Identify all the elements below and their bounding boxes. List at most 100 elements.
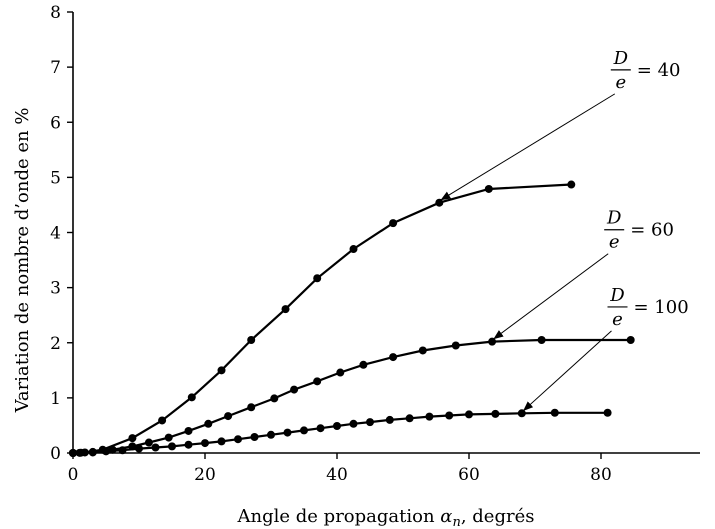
label-equals-value: = 100: [634, 297, 689, 318]
x-axis-title-symbol: α: [440, 506, 452, 527]
fraction-denominator: e: [615, 72, 626, 93]
x-tick-label: 40: [326, 465, 348, 485]
y-tick-label: 2: [50, 334, 61, 354]
x-tick-label: 20: [194, 465, 216, 485]
x-tick-label: 60: [458, 465, 480, 485]
y-tick-label: 5: [50, 168, 61, 188]
data-point: [389, 353, 398, 362]
annotation-arrow: [523, 330, 612, 411]
x-axis-title-pre: Angle de propagation: [237, 506, 441, 527]
data-point: [158, 416, 167, 425]
data-point: [333, 421, 341, 430]
data-point: [217, 437, 226, 446]
x-axis-title-subscript: n: [452, 515, 460, 529]
x-tick-label: 0: [68, 465, 79, 485]
data-point: [290, 385, 299, 394]
label-equals-value: = 40: [637, 60, 681, 81]
series-1: [69, 180, 576, 457]
data-point: [201, 439, 209, 448]
data-point: [281, 305, 290, 314]
fraction-denominator: e: [609, 232, 620, 253]
data-point: [451, 341, 460, 350]
fraction-denominator: e: [612, 309, 623, 330]
annotation-arrow: [440, 93, 616, 201]
label-equals-value: = 60: [630, 220, 674, 241]
data-point: [118, 446, 127, 455]
data-point: [270, 394, 279, 403]
data-point: [217, 366, 226, 375]
data-point: [550, 408, 559, 417]
y-tick-label: 4: [50, 224, 61, 244]
y-tick-label: 8: [50, 3, 61, 23]
series-line: [72, 338, 631, 455]
y-axis-title: Variation de nombre d’onde en %: [12, 108, 33, 414]
series-label-2: De = 60: [493, 208, 674, 340]
y-tick-label: 6: [50, 113, 61, 133]
data-point: [603, 408, 612, 417]
x-axis-title: Angle de propagation αn, degrés: [237, 506, 535, 529]
data-point: [484, 184, 493, 193]
data-point: [247, 403, 256, 412]
data-point: [626, 335, 635, 344]
fraction-numerator: D: [613, 48, 629, 69]
data-point: [184, 440, 193, 449]
series-3: [69, 408, 612, 457]
data-point: [69, 449, 77, 457]
y-tick-label: 3: [50, 279, 61, 299]
data-point: [389, 219, 398, 228]
data-point: [537, 335, 546, 344]
data-point: [224, 412, 233, 421]
data-point: [234, 435, 242, 444]
data-point: [164, 433, 173, 442]
fraction-numerator: D: [609, 285, 625, 306]
series-label-1: De = 40: [440, 48, 681, 201]
fraction-numerator: D: [606, 208, 622, 229]
data-point: [135, 444, 143, 453]
y-tick-label: 7: [50, 58, 61, 78]
data-point: [349, 245, 358, 254]
data-point: [151, 443, 160, 452]
data-point: [366, 418, 374, 427]
annotation-arrow: [493, 253, 609, 340]
annotation-layer: De = 40 De = 60 De = 100: [440, 48, 689, 411]
data-point: [204, 419, 213, 428]
data-point: [517, 409, 526, 418]
y-tick-label: 1: [50, 389, 61, 409]
data-point: [435, 198, 444, 207]
data-point: [75, 448, 84, 457]
data-point: [187, 393, 196, 402]
data-point: [102, 447, 110, 456]
data-point: [336, 368, 345, 377]
data-point: [267, 430, 275, 439]
data-point: [168, 442, 176, 451]
series-label-3: De = 100: [523, 285, 689, 411]
data-point: [488, 337, 497, 346]
x-tick-label: 80: [590, 465, 612, 485]
data-point: [385, 415, 394, 424]
data-point: [445, 411, 454, 420]
data-point: [316, 424, 325, 433]
data-point: [405, 414, 414, 423]
data-point: [359, 360, 368, 369]
data-point: [88, 448, 97, 457]
y-tick-label: 0: [50, 444, 61, 464]
x-axis-title-post: , degrés: [461, 506, 535, 527]
data-point: [250, 433, 259, 442]
data-point: [313, 274, 322, 283]
data-point: [283, 428, 292, 437]
series-2: [69, 335, 635, 457]
data-point: [491, 409, 500, 418]
data-point: [465, 410, 473, 419]
data-point: [184, 426, 193, 435]
data-point: [313, 377, 322, 386]
data-point: [349, 419, 358, 428]
data-point: [247, 335, 256, 344]
data-point: [567, 180, 576, 189]
series-layer: [69, 180, 635, 457]
data-point: [144, 438, 153, 447]
data-point: [425, 412, 434, 421]
data-point: [418, 346, 427, 355]
data-point: [128, 434, 137, 443]
